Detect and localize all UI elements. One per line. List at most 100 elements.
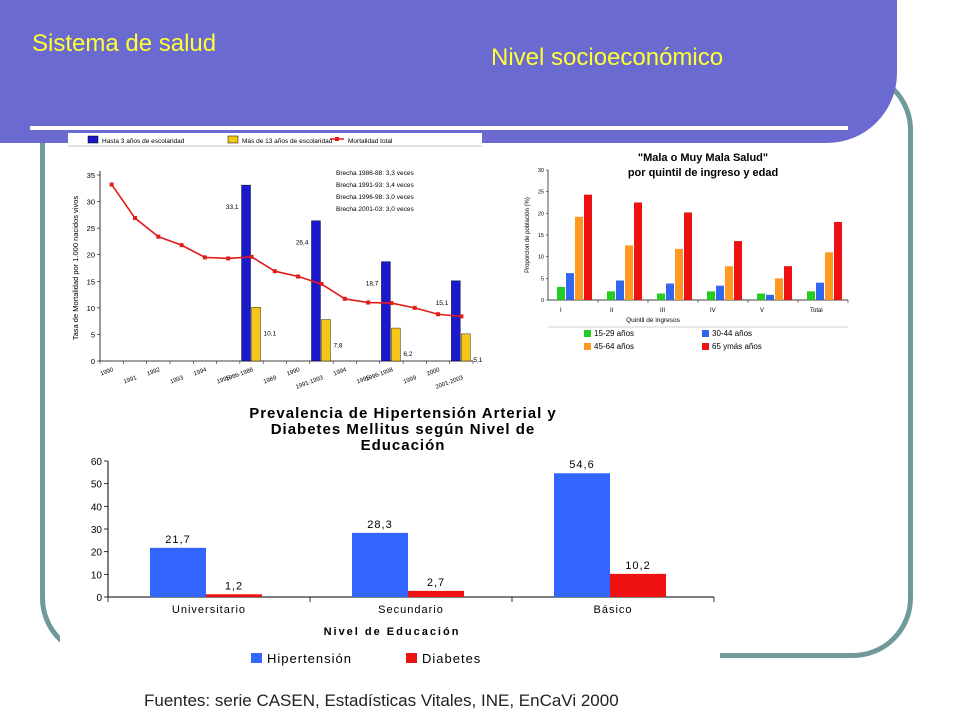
bar-high-education (391, 327, 401, 362)
x-tick-label: 1992 (146, 367, 161, 377)
x-tick-label: 1991 (123, 375, 138, 385)
line-point (296, 274, 301, 279)
legend-label: Hipertensión (267, 651, 352, 666)
bar-high-education (251, 307, 261, 362)
hypertension-diabetes-chart: Prevalencia de Hipertensión Arterial y Di… (60, 402, 720, 668)
chart-title: "Mala o Muy Mala Salud" (638, 152, 768, 164)
bar (825, 252, 833, 300)
bar (575, 216, 583, 300)
x-tick-label: I (560, 308, 562, 314)
bar (610, 573, 666, 597)
chart-background (68, 133, 482, 395)
legend-label: Hasta 3 años de escolaridad (102, 138, 185, 145)
bar (625, 245, 633, 300)
bar-value-label: 33,1 (226, 204, 239, 211)
chart-title: Prevalencia de Hipertensión Arterial y (249, 405, 557, 422)
legend-swatch (584, 343, 591, 350)
mortality-total-line (110, 184, 462, 318)
bar (816, 282, 824, 300)
bar-high-education (461, 333, 471, 362)
y-tick-label: 25 (87, 224, 95, 233)
slide-title: Sistema de salud (32, 30, 217, 57)
bar (725, 266, 733, 300)
x-tick-label: II (610, 308, 614, 314)
y-tick-label: 40 (91, 502, 103, 513)
bar-value-label: 28,3 (367, 519, 392, 531)
bar-high-education (321, 319, 331, 362)
legend-label: 65 ymás años (712, 342, 762, 351)
y-tick-label: 20 (538, 211, 544, 217)
bar (566, 273, 574, 300)
bar (757, 293, 765, 300)
health-quintile-chart: "Mala o Muy Mala Salud" por quintil de in… (518, 143, 858, 371)
line-point (389, 301, 394, 306)
legend-swatch-marker (335, 137, 339, 141)
y-tick-label: 60 (91, 457, 103, 468)
x-tick-label: 1990 (286, 367, 301, 377)
x-axis-label: Quintil de ingresos (626, 317, 681, 324)
bar (557, 287, 565, 300)
y-tick-label: 35 (87, 171, 95, 180)
bar-value-label: 7,8 (333, 343, 342, 350)
chart-title: por quintil de ingreso y edad (628, 167, 778, 179)
sources-note: Fuentes: serie CASEN, Estadísticas Vital… (144, 691, 619, 710)
x-tick-label: 1989 (263, 375, 278, 385)
bar (607, 291, 615, 300)
bar-value-label: 2,7 (427, 577, 445, 589)
x-tick-label: Básico (593, 604, 632, 616)
y-tick-label: 10 (91, 570, 103, 581)
bar-value-label: 18,7 (366, 281, 379, 288)
x-tick-label: V (760, 308, 764, 314)
bar-value-label: 21,7 (165, 534, 190, 546)
y-tick-label: 50 (91, 480, 103, 491)
bar (734, 241, 742, 300)
y-tick-label: 25 (538, 190, 544, 196)
line-point (412, 305, 417, 310)
y-tick-label: 0 (96, 593, 102, 604)
bar (206, 594, 262, 597)
x-tick-label: 1993 (170, 375, 185, 385)
bar (584, 194, 592, 300)
x-tick-label: 1990 (100, 367, 115, 377)
chart-title: Educación (361, 437, 446, 454)
x-tick-label: III (660, 308, 665, 314)
legend-label: Diabetes (422, 651, 481, 666)
y-tick-label: 0 (91, 357, 95, 366)
x-tick-label: Universitario (172, 604, 246, 616)
line-point (249, 254, 254, 259)
mortality-chart: Hasta 3 años de escolaridad Más de 13 año… (68, 133, 482, 395)
x-tick-label: 1995 (216, 375, 231, 385)
bar-low-education (381, 261, 391, 362)
bar (666, 283, 674, 300)
line-point (319, 281, 324, 286)
bar-value-label: 10,2 (625, 560, 650, 572)
bar (657, 293, 665, 300)
line-point (272, 269, 277, 274)
y-axis-label: Proporcion de población (%) (525, 197, 531, 273)
line-point (109, 182, 114, 187)
y-tick-label: 5 (91, 330, 95, 339)
legend-label: Mortalidad total (348, 138, 393, 145)
bar (634, 202, 642, 300)
bar (784, 266, 792, 300)
y-tick-label: 15 (87, 277, 95, 286)
line-point (436, 312, 441, 317)
y-tick-label: 0 (541, 298, 544, 304)
bar (707, 291, 715, 300)
gap-annotation: Brecha 1991-93: 3,4 veces (336, 182, 414, 189)
x-tick-label: 1994 (333, 367, 348, 377)
legend-label: Más de 13 años de escolaridad (242, 138, 333, 145)
x-tick-label: Secundario (378, 604, 444, 616)
bar (150, 547, 206, 597)
legend-swatch (406, 653, 417, 663)
line-point (342, 296, 347, 301)
slide-subtitle: Nivel socioeconómico (491, 44, 724, 71)
gap-annotation: Brecha 1996-98: 3,0 veces (336, 194, 414, 201)
bar (408, 590, 464, 597)
y-tick-label: 30 (87, 198, 95, 207)
x-tick-label: Total (810, 308, 823, 314)
gap-annotation: Brecha 2001-03: 3,0 veces (336, 206, 414, 213)
bar (766, 294, 774, 300)
banner-underline (30, 126, 848, 130)
legend-label: 30-44 años (712, 329, 752, 338)
